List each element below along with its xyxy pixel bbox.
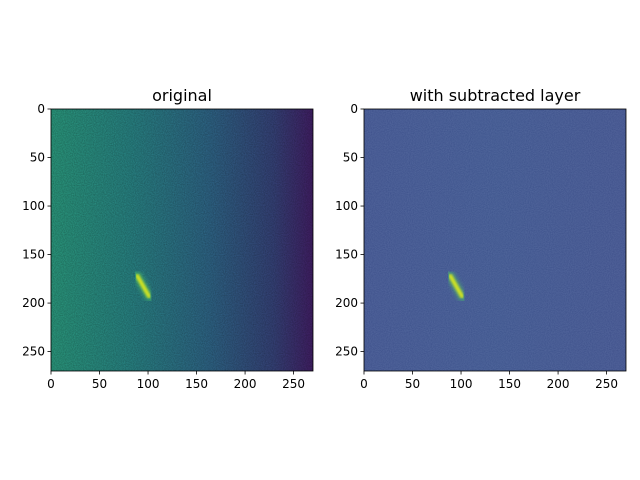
x-tick-label: 200 [547, 377, 570, 391]
bright-streak-subtracted [445, 269, 467, 303]
y-axis-ticks-subtracted: 0 50 100 150 200 250 [335, 102, 364, 359]
y-tick-label: 100 [22, 199, 45, 213]
y-tick-label: 150 [22, 248, 45, 262]
x-axis-ticks-original: 0 50 100 150 200 250 [47, 371, 305, 391]
y-tick-label: 0 [350, 102, 358, 116]
y-tick-label: 50 [30, 151, 45, 165]
panel-title-subtracted: with subtracted layer [410, 86, 581, 105]
y-tick-label: 250 [22, 345, 45, 359]
panel-title-original: original [152, 86, 212, 105]
y-tick-label: 200 [335, 296, 358, 310]
y-axis-ticks-original: 0 50 100 150 200 250 [22, 102, 51, 359]
axes-frame-subtracted [363, 108, 627, 372]
y-tick-label: 50 [343, 151, 358, 165]
x-tick-label: 0 [360, 377, 368, 391]
heatmap-noise-subtracted [364, 109, 626, 371]
x-tick-label: 100 [450, 377, 473, 391]
x-tick-label: 150 [498, 377, 521, 391]
y-tick-label: 250 [335, 345, 358, 359]
x-tick-label: 250 [282, 377, 305, 391]
heatmap-noise-original [51, 109, 313, 371]
x-tick-label: 50 [92, 377, 107, 391]
x-tick-label: 150 [185, 377, 208, 391]
y-tick-label: 100 [335, 199, 358, 213]
x-tick-label: 100 [137, 377, 160, 391]
axes-frame-original [50, 108, 314, 372]
x-tick-label: 50 [405, 377, 420, 391]
panel-subtracted: 0 50 100 150 200 250 0 50 100 150 200 250 with sub… [335, 86, 627, 391]
streak-core [135, 273, 151, 299]
panel-original: 0 50 100 150 200 250 0 50 100 150 200 250 original [22, 86, 314, 391]
y-tick-label: 200 [22, 296, 45, 310]
streak-core [448, 273, 464, 299]
y-tick-label: 0 [37, 102, 45, 116]
bright-streak-original [132, 269, 154, 303]
x-tick-label: 200 [234, 377, 257, 391]
x-tick-label: 250 [595, 377, 618, 391]
x-axis-ticks-subtracted: 0 50 100 150 200 250 [360, 371, 618, 391]
x-tick-label: 0 [47, 377, 55, 391]
y-tick-label: 150 [335, 248, 358, 262]
